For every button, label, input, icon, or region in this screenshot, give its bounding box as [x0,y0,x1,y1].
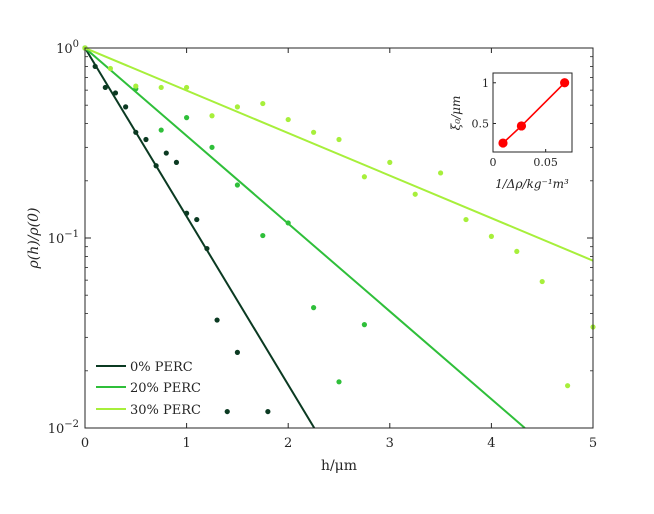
data-point-s1-2 [158,127,164,133]
data-point-s2-8 [285,116,291,123]
x-tick-label-4: 4 [487,436,495,451]
data-point-s0-4 [123,104,129,110]
legend-label-2: 30% PERC [130,403,201,418]
data-point-s1-3 [184,115,190,121]
x-tick-label-1: 1 [182,436,190,451]
data-point-s1-5 [234,182,240,188]
inset-point-0 [498,138,508,148]
data-point-s0-3 [112,90,119,96]
data-point-s0-8 [163,150,169,156]
inset-x-axis-label: 1/Δρ/kg⁻¹m³ [495,177,569,191]
data-point-s2-4 [184,84,190,91]
data-point-s2-18 [539,278,545,285]
legend-label-1: 20% PERC [130,381,201,396]
legend: 0% PERC 20% PERC 30% PERC [92,354,220,420]
y-tick-label-2: 10−2 [48,419,79,437]
data-points [82,45,596,415]
inset-point-2 [560,78,570,88]
fit-line-0 [85,48,316,428]
y-axis-label: ρ(h)/ρ(0) [26,208,42,270]
data-point-s2-12 [387,159,393,165]
inset-x-tick-label-1: 0.05 [533,156,558,169]
inset-point-1 [516,121,527,131]
inset-data-points [498,78,570,148]
data-point-s2-3 [158,84,164,91]
data-point-s0-13 [214,317,220,323]
inset-plot-area [493,73,572,152]
data-point-s2-7 [260,100,266,107]
data-point-s2-13 [412,191,418,197]
x-tick-label-5: 5 [589,436,597,451]
data-point-s1-4 [209,144,215,150]
data-point-s1-10 [361,322,367,328]
data-point-s1-7 [285,220,291,226]
data-point-s2-17 [514,248,520,255]
y-tick-label-1: 10−1 [48,229,79,247]
data-point-s0-15 [224,408,230,415]
data-point-s0-11 [194,216,200,223]
data-point-s0-6 [143,136,149,143]
inset-y-tick-label-0: 0.5 [472,117,490,130]
y-tick-label-0: 100 [56,39,79,57]
data-point-s0-7 [153,163,159,169]
data-point-s2-2 [133,83,139,89]
data-point-s0-14 [234,349,240,355]
inset-y-axis-label: ξ₀/μm [449,96,463,131]
data-point-s2-16 [488,233,494,239]
y-axis-ticks: 100 10−1 10−2 [48,39,593,437]
data-point-s2-15 [463,216,469,223]
inset-y-axis-ticks: 0.51 [472,77,496,130]
data-point-s0-16 [265,408,271,415]
data-point-s1-9 [336,379,342,385]
x-tick-label-0: 0 [81,436,89,451]
x-tick-label-3: 3 [386,436,394,451]
data-point-s1-6 [260,232,266,239]
data-point-s2-5 [209,113,215,119]
inset-x-tick-label-0: 0 [490,156,497,169]
data-point-s2-14 [438,170,444,176]
data-point-s0-10 [184,210,190,216]
data-point-s2-10 [336,136,342,143]
data-point-s1-8 [311,305,317,311]
fit-line-2 [85,48,593,262]
data-point-s2-6 [234,104,240,110]
data-point-s2-19 [565,383,571,389]
data-point-s0-12 [204,245,210,252]
x-axis-label: h/μm [321,458,357,474]
inset-plot: 0 0.05 0.51 1/Δρ/kg⁻¹m³ ξ₀/μm [449,72,573,191]
fit-lines [85,48,593,428]
data-point-s0-9 [173,159,180,165]
inset-plot-frame [492,72,573,153]
data-point-s2-9 [311,129,317,135]
fit-line-1 [85,48,526,428]
data-point-s2-11 [361,174,367,180]
legend-label-0: 0% PERC [130,360,193,375]
x-tick-label-2: 2 [284,436,292,451]
data-point-s0-1 [92,63,98,70]
data-point-s2-1 [107,65,113,72]
x-axis-ticks: 0 1 2 3 4 5 [81,48,597,451]
inset-x-axis-ticks: 0 0.05 [490,149,558,169]
data-point-s0-5 [133,129,139,135]
inset-y-tick-label-1: 1 [482,77,489,90]
data-point-s0-2 [102,84,108,91]
